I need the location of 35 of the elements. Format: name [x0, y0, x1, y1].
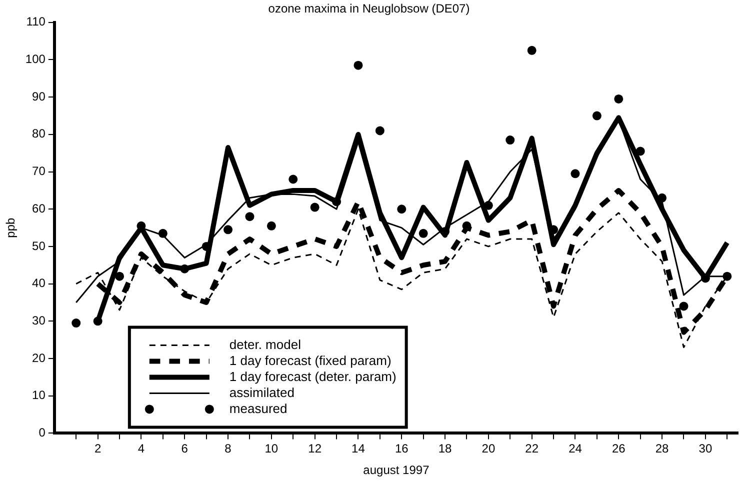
x-tick-label: 10: [264, 442, 278, 456]
x-tick-label: 8: [224, 442, 232, 456]
legend-label: 1 day forecast (fixed param): [229, 352, 392, 368]
y-axis-title: ppb: [4, 217, 18, 238]
legend-label: assimilated: [229, 384, 294, 400]
y-tick-label: 80: [32, 126, 46, 141]
x-tick-label: 12: [308, 442, 322, 456]
y-tick-label: 10: [32, 388, 46, 402]
x-tick-label: 28: [655, 442, 670, 456]
y-tick-label: 0: [38, 426, 46, 440]
x-tick-label: 6: [181, 442, 188, 456]
legend-label: 1 day forecast (deter. param): [229, 368, 396, 384]
x-tick-label: 16: [394, 442, 409, 456]
x-tick-label: 18: [438, 442, 452, 456]
x-tick-label: 24: [568, 442, 582, 456]
y-tick-label: 20: [32, 350, 46, 365]
x-tick-label: 2: [94, 442, 102, 456]
x-axis-title: august 1997: [363, 463, 430, 478]
y-tick-label: 110: [26, 14, 46, 29]
x-tick-label: 20: [482, 442, 496, 456]
x-tick-label: 22: [525, 442, 539, 456]
y-tick-label: 100: [25, 52, 46, 66]
x-tick-label: 26: [612, 442, 626, 456]
y-tick-label: 30: [32, 313, 46, 328]
chart-title: ozone maxima in Neuglobsow (DE07): [268, 2, 470, 16]
y-tick-label: 90: [32, 89, 46, 104]
x-tick-label: 14: [352, 442, 366, 456]
x-tick-label: 4: [138, 442, 145, 456]
y-tick-label: 70: [32, 164, 46, 178]
y-tick-label: 60: [32, 201, 46, 216]
x-tick-label: 30: [698, 442, 712, 456]
y-tick-label: 40: [32, 276, 46, 290]
legend-label: measured: [229, 400, 288, 416]
y-tick-label: 50: [32, 238, 46, 253]
legend-label: deter. model: [229, 336, 302, 352]
